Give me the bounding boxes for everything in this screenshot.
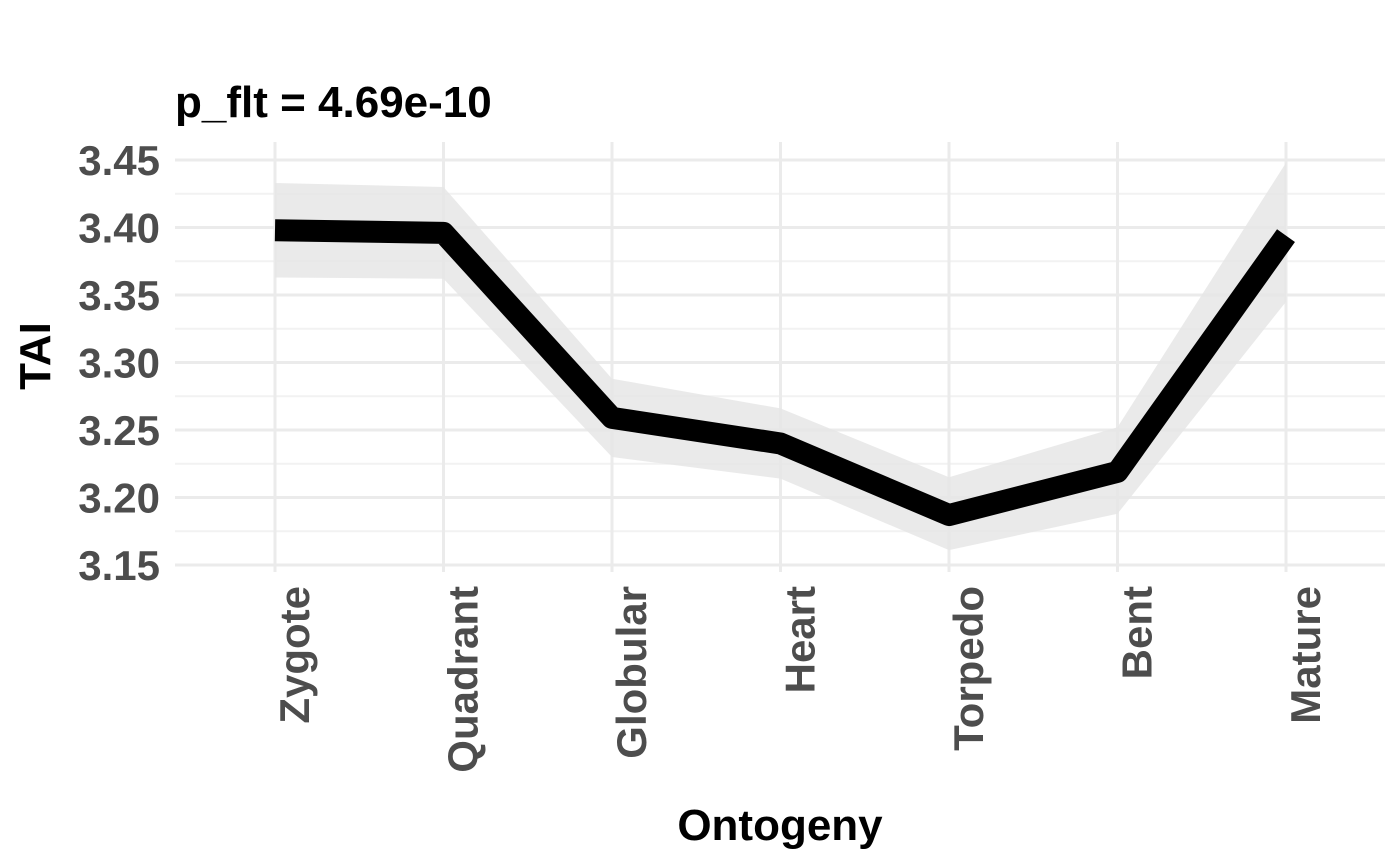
y-tick-label: 3.15 bbox=[78, 542, 160, 589]
y-tick-label: 3.35 bbox=[78, 272, 160, 319]
x-tick-label: Mature bbox=[1282, 586, 1329, 724]
tai-series-line bbox=[274, 219, 1295, 527]
confidence-ribbon bbox=[275, 162, 1286, 551]
x-tick-label: Torpedo bbox=[945, 586, 992, 751]
x-tick-label: Zygote bbox=[271, 586, 318, 724]
y-tick-label: 3.30 bbox=[78, 340, 160, 387]
confidence-ribbon-layer bbox=[275, 162, 1286, 551]
x-axis-title: Ontogeny bbox=[677, 801, 883, 850]
y-axis-title: TAI bbox=[11, 322, 60, 390]
x-tick-label: Globular bbox=[608, 586, 655, 759]
chart-title: p_flt = 4.69e-10 bbox=[175, 78, 492, 127]
x-axis-ticks: Zygote Quadrant Globular Heart Torpedo Bent Ma… bbox=[271, 586, 1329, 773]
line-layer bbox=[274, 219, 1295, 527]
y-tick-label: 3.45 bbox=[78, 137, 160, 184]
y-tick-label: 3.40 bbox=[78, 205, 160, 252]
y-tick-label: 3.20 bbox=[78, 475, 160, 522]
y-axis-ticks: 3.15 3.20 3.25 3.30 3.35 3.40 3.45 bbox=[78, 137, 160, 589]
y-tick-label: 3.25 bbox=[78, 407, 160, 454]
x-tick-label: Bent bbox=[1114, 586, 1161, 679]
x-tick-label: Heart bbox=[777, 586, 824, 693]
x-tick-label: Quadrant bbox=[440, 586, 487, 773]
